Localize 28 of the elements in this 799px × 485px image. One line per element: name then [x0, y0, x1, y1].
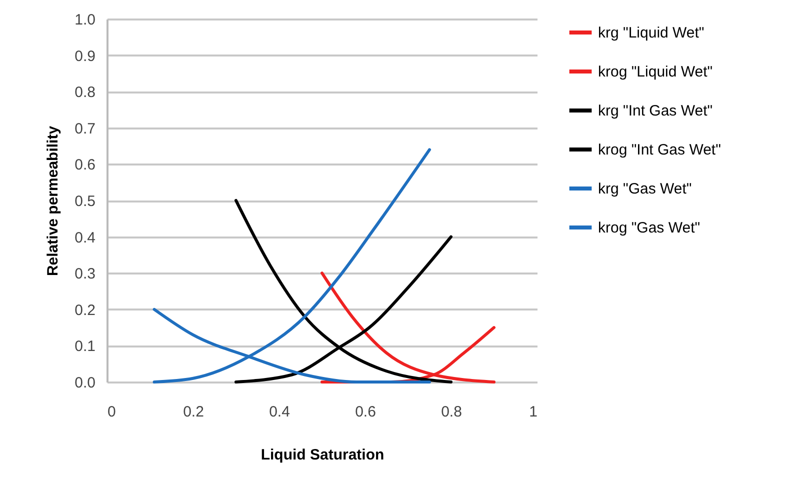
y-tick-label: 0.1: [74, 338, 96, 356]
legend-label: krg "Int Gas Wet": [598, 102, 713, 120]
y-tick-label: 0.3: [74, 266, 96, 283]
x-axis-title: Liquid Saturation: [260, 446, 384, 464]
x-tick-label: 0.2: [183, 404, 204, 420]
line-series: [234, 199, 452, 384]
y-tick-label: 0.5: [74, 193, 96, 210]
legend-label: krog "Int Gas Wet": [598, 142, 721, 158]
x-tick-label: 0.4: [269, 404, 290, 420]
x-tick-label: 0.8: [441, 404, 462, 420]
y-tick-label: 0.4: [74, 229, 96, 246]
y-tick-label: 0.2: [74, 302, 96, 319]
y-tick-label: 0.7: [74, 120, 96, 138]
y-tick-label: 0.8: [74, 84, 96, 102]
x-tick-label: 0.6: [355, 404, 376, 420]
legend-label: krog "Gas Wet": [598, 220, 700, 236]
legend-label: krg "Gas Wet": [598, 180, 692, 198]
x-tick-label: 1: [529, 404, 538, 420]
x-tick-label: 0: [108, 404, 116, 420]
legend-label: krog "Liquid Wet": [598, 64, 713, 80]
y-tick-label: 0.9: [74, 48, 96, 65]
legend-label: krg "Liquid Wet": [598, 24, 704, 42]
y-tick-label: 1.0: [74, 12, 96, 28]
y-tick-label: 0.0: [74, 374, 96, 392]
y-tick-label: 0.6: [74, 156, 96, 174]
line-series: [320, 272, 496, 384]
y-axis-title: Relative permeability: [44, 125, 62, 276]
line-series: [152, 148, 431, 384]
